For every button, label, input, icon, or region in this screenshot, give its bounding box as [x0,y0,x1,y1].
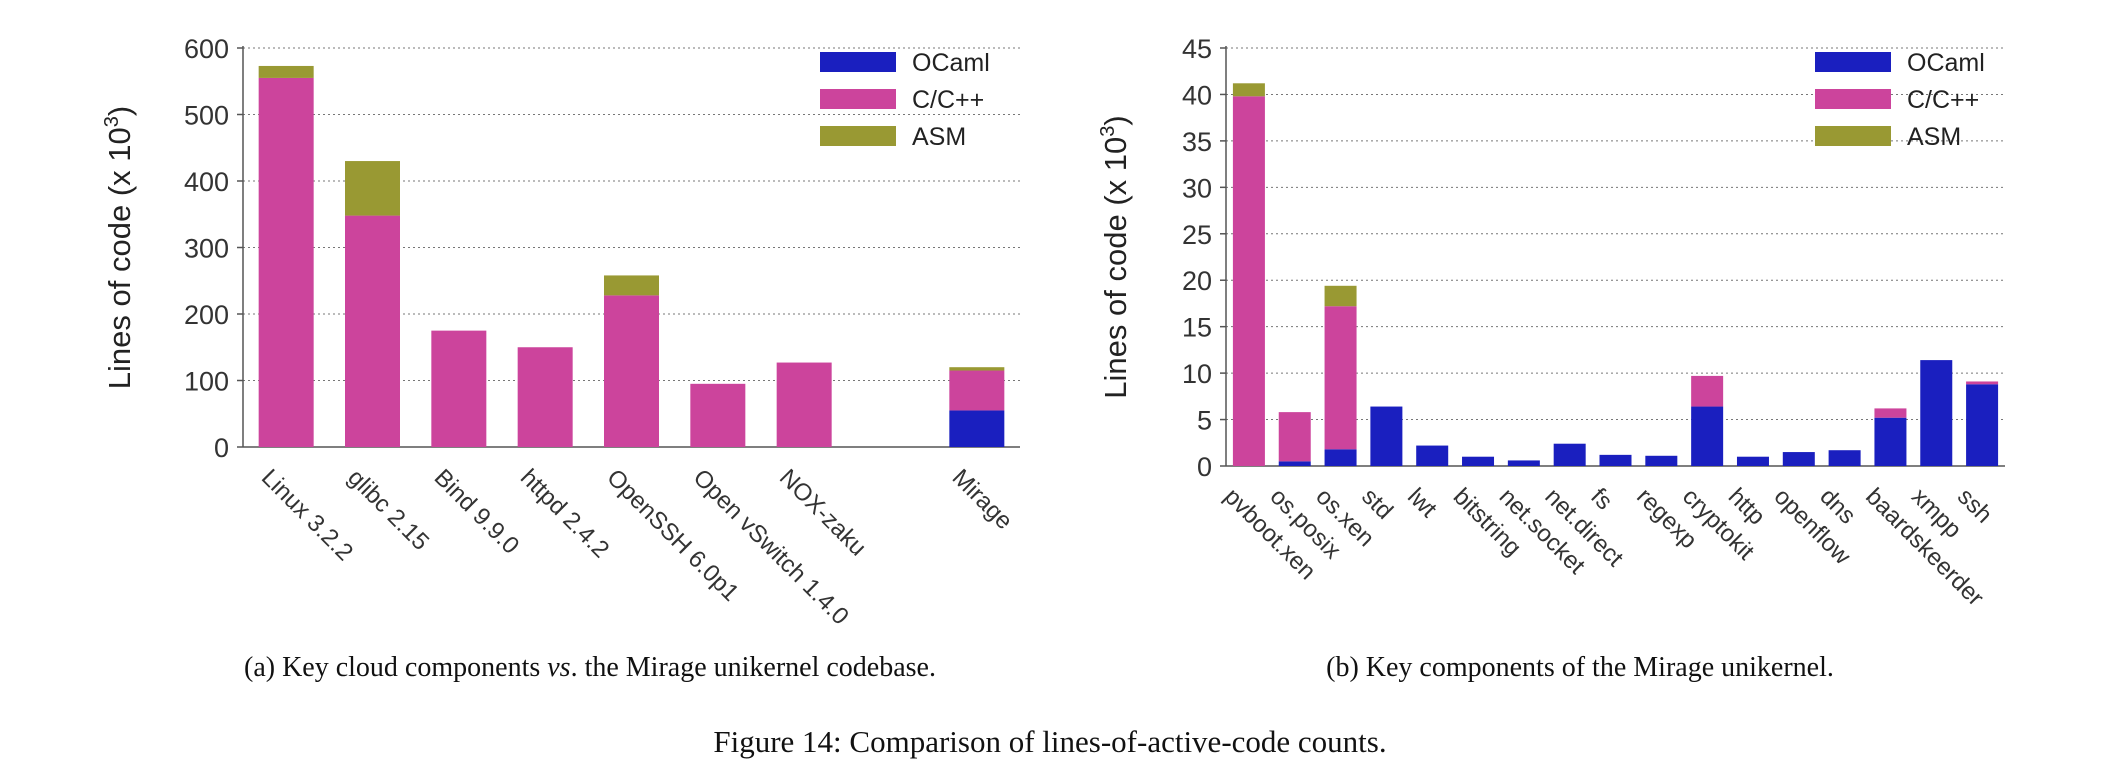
bar-ocaml [1416,445,1449,466]
bar-ocaml [1828,450,1861,466]
x-tick-label: fs [1585,483,1617,515]
y-tick-label: 400 [184,167,229,197]
bar-ocaml [1874,417,1907,466]
y-tick-label: 40 [1182,80,1212,110]
legend-label: OCaml [1907,49,1985,77]
legend-swatch [1815,89,1891,109]
bar-ocaml [1691,406,1724,466]
bar-ocaml [1553,443,1586,466]
bar-cc [1278,412,1311,462]
figure-caption: Figure 14: Comparison of lines-of-active… [713,724,1386,759]
legend-label: ASM [912,123,966,151]
bar-cc [1232,96,1265,467]
y-tick-label: 200 [184,300,229,330]
bar-cc [1966,381,1999,385]
legend-swatch [1815,52,1891,72]
y-axis-label: Lines of code (x 103) [101,106,137,389]
bar-ocaml [1920,360,1953,466]
y-tick-label: 600 [184,34,229,64]
bar-ocaml [1278,461,1311,466]
bar-cc [690,383,746,447]
y-tick-label: 0 [214,433,229,463]
bar-cc [517,347,573,447]
legend-label: C/C++ [912,86,984,114]
legend-swatch [820,89,896,109]
y-tick-label: 45 [1182,34,1212,64]
y-tick-label: 30 [1182,173,1212,203]
y-tick-label: 300 [184,234,229,264]
bar-ocaml [1324,449,1357,466]
legend-swatch [820,52,896,72]
legend-label: OCaml [912,49,990,77]
chart-b: 051015202530354045pvboot.xenos.posixos.x… [1097,34,2005,612]
x-tick-label: Linux 3.2.2 [256,464,358,566]
bar-ocaml [1370,406,1403,466]
bar-asm [1324,285,1357,307]
legend-label: C/C++ [1907,86,1979,114]
y-tick-label: 500 [184,101,229,131]
x-tick-label: Bind 9.9.0 [429,464,525,560]
bar-ocaml [1966,384,1999,466]
bar-cc [345,215,400,447]
bar-cc [1874,408,1907,418]
x-tick-label: lwt [1402,483,1442,523]
bar-cc [949,370,1005,411]
y-tick-label: 10 [1182,359,1212,389]
legend-swatch [820,126,896,146]
bar-ocaml [949,410,1005,447]
y-tick-label: 20 [1182,266,1212,296]
y-tick-label: 35 [1182,127,1212,157]
y-axis-label: Lines of code (x 103) [1097,115,1133,398]
y-tick-label: 15 [1182,313,1212,343]
bar-asm [1232,83,1265,97]
bar-cc [776,362,832,447]
bar-ocaml [1645,455,1678,466]
caption-a: (a) Key cloud components vs. the Mirage … [244,652,936,683]
bar-ocaml [1782,452,1815,466]
x-tick-label: glibc 2.15 [342,464,434,556]
bar-asm [345,161,400,216]
bar-cc [258,77,314,448]
y-tick-label: 5 [1197,406,1212,436]
bar-cc [1324,306,1357,450]
legend-swatch [1815,126,1891,146]
bar-ocaml [1462,456,1495,466]
bar-asm [258,65,314,78]
x-tick-label: httpd 2.4.2 [515,464,614,563]
bar-ocaml [1507,460,1540,466]
y-tick-label: 100 [184,367,229,397]
x-tick-label: Mirage [947,464,1018,535]
bar-cc [604,295,659,447]
y-tick-label: 25 [1182,220,1212,250]
legend-label: ASM [1907,123,1961,151]
bar-asm [604,275,659,296]
y-tick-label: 0 [1197,452,1212,482]
bar-ocaml [1736,456,1769,466]
bar-cc [1691,375,1724,407]
bar-ocaml [1599,454,1632,466]
bar-cc [431,330,487,447]
caption-b: (b) Key components of the Mirage unikern… [1326,652,1834,683]
x-tick-label: Open vSwitch 1.4.0 [688,464,854,630]
bar-asm [949,367,1005,371]
